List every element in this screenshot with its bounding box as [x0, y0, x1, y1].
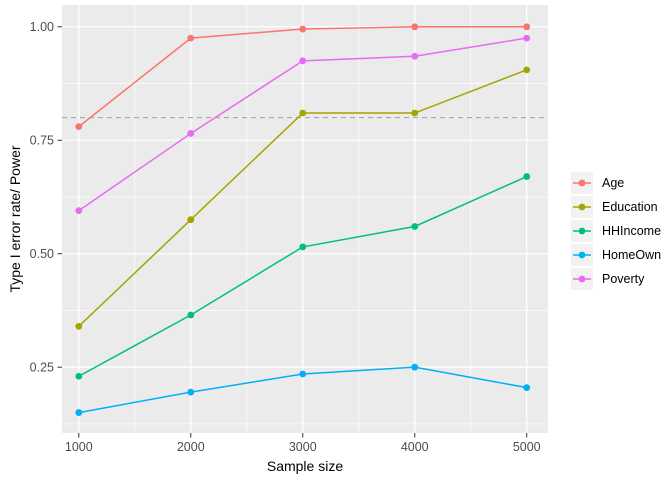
y-tick-label: 0.50	[30, 247, 54, 261]
legend-item-age: Age	[571, 172, 661, 194]
data-point-hhincome-3000	[299, 243, 307, 251]
legend-line-dot-icon	[573, 179, 591, 187]
legend-item-label: Age	[602, 176, 625, 190]
legend-line-dot-icon	[573, 227, 591, 235]
legend-item-hhincome: HHIncome	[571, 220, 661, 242]
data-point-homeown-1000	[75, 409, 83, 416]
legend-item-label: Education	[602, 200, 658, 214]
legend-key	[571, 196, 593, 218]
x-tick-label: 2000	[177, 440, 205, 454]
data-point-education-3000	[299, 109, 307, 117]
legend-key	[571, 244, 593, 266]
legend: Age Education HHIncome HomeOwn Poverty	[571, 172, 661, 292]
legend-line-dot-icon	[573, 275, 591, 283]
legend-key	[571, 172, 593, 194]
data-point-education-5000	[523, 66, 531, 74]
data-point-poverty-4000	[411, 52, 419, 60]
data-point-poverty-3000	[299, 57, 307, 65]
data-point-hhincome-4000	[411, 223, 419, 230]
data-point-age-3000	[299, 25, 307, 33]
legend-key	[571, 220, 593, 242]
legend-item-label: HomeOwn	[602, 248, 662, 262]
legend-key	[571, 268, 593, 290]
y-tick-label: 0.25	[30, 360, 54, 374]
x-axis-title: Sample size	[266, 458, 344, 474]
y-tick-label: 0.75	[30, 134, 54, 148]
x-tick-label: 4000	[401, 440, 429, 454]
data-point-age-5000	[523, 23, 531, 31]
legend-item-label: Poverty	[602, 272, 645, 286]
data-point-education-1000	[75, 322, 83, 330]
data-point-homeown-5000	[523, 384, 531, 392]
x-tick-label: 5000	[513, 440, 541, 454]
x-tick-label: 1000	[65, 440, 93, 454]
legend-item-label: HHIncome	[602, 224, 662, 238]
y-tick-label: 1.00	[30, 20, 54, 34]
legend-line-dot-icon	[573, 251, 591, 259]
data-point-age-4000	[411, 23, 419, 31]
legend-item-homeown: HomeOwn	[571, 244, 661, 266]
legend-item-poverty: Poverty	[571, 268, 661, 290]
data-point-education-4000	[411, 109, 419, 117]
legend-item-education: Education	[571, 196, 661, 218]
legend-line-dot-icon	[573, 203, 591, 211]
data-point-homeown-3000	[299, 370, 307, 378]
data-point-homeown-4000	[411, 363, 419, 371]
data-point-hhincome-5000	[523, 173, 531, 180]
data-point-homeown-2000	[187, 388, 195, 396]
data-point-age-1000	[75, 123, 83, 131]
data-point-age-2000	[187, 34, 195, 42]
data-point-poverty-5000	[523, 34, 531, 42]
y-axis-title: Type I error rate/ Power	[7, 145, 23, 293]
data-point-poverty-2000	[187, 130, 195, 137]
data-point-poverty-1000	[75, 207, 83, 215]
x-tick-label: 3000	[289, 440, 317, 454]
data-point-hhincome-1000	[75, 372, 83, 380]
data-point-hhincome-2000	[187, 311, 195, 319]
data-point-education-2000	[187, 216, 195, 224]
